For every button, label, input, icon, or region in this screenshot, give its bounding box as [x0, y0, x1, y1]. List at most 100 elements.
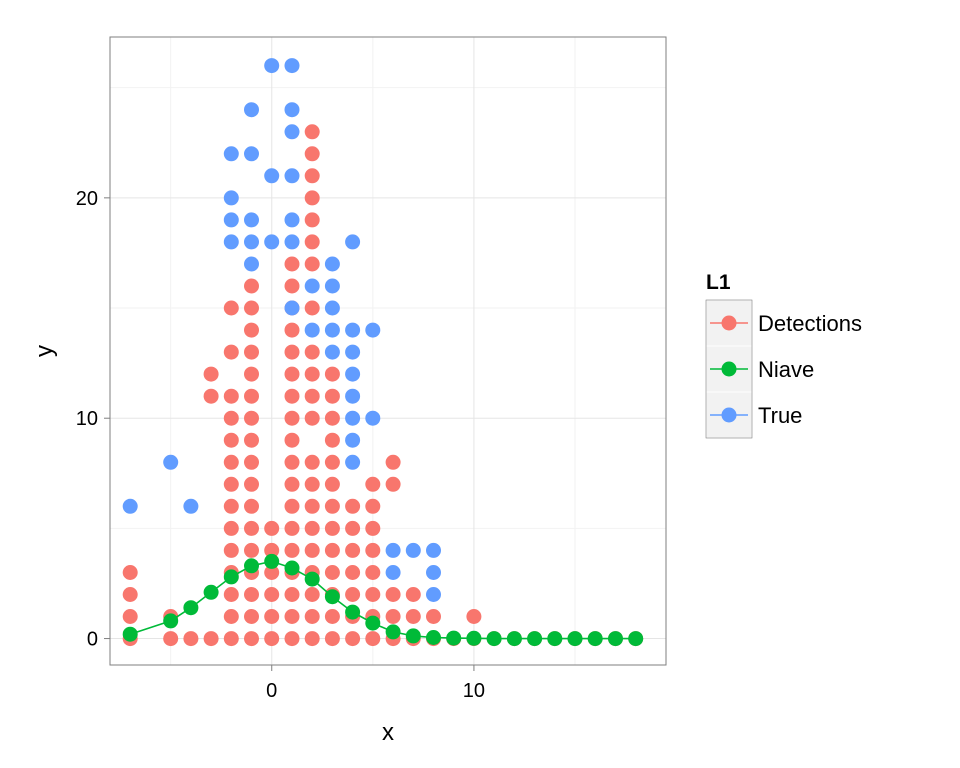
- point-detections: [284, 256, 300, 272]
- point-true: [264, 234, 280, 250]
- point-detections: [223, 432, 239, 448]
- point-detections: [163, 631, 179, 647]
- legend-item-detections: Detections: [705, 299, 862, 347]
- x-tick-label: 0: [266, 680, 277, 702]
- legend-item-true: True: [705, 391, 802, 439]
- point-detections: [466, 609, 482, 624]
- data-marks: [122, 58, 644, 647]
- series-true: [122, 58, 441, 602]
- point-niave: [486, 631, 502, 647]
- point-detections: [244, 278, 259, 294]
- point-detections: [365, 520, 381, 536]
- point-detections: [223, 476, 239, 492]
- point-true: [264, 58, 280, 74]
- point-detections: [304, 609, 320, 624]
- legend-title: L1: [706, 271, 731, 294]
- point-detections: [284, 609, 300, 624]
- point-detections: [284, 520, 300, 536]
- point-detections: [304, 388, 320, 404]
- legend-item-niave: Niave: [705, 345, 814, 393]
- point-true: [405, 542, 421, 558]
- point-true: [304, 322, 320, 338]
- point-true: [345, 322, 361, 338]
- point-true: [223, 234, 239, 250]
- point-true: [244, 256, 259, 272]
- point-true: [284, 234, 300, 250]
- point-detections: [223, 609, 239, 624]
- point-detections: [244, 388, 259, 404]
- point-detections: [345, 542, 361, 558]
- point-true: [122, 498, 138, 514]
- point-detections: [304, 631, 320, 647]
- point-detections: [264, 609, 280, 624]
- point-detections: [405, 587, 421, 602]
- point-detections: [264, 520, 280, 536]
- point-detections: [284, 410, 300, 426]
- point-detections: [304, 256, 320, 272]
- point-true: [324, 278, 340, 294]
- point-true: [324, 300, 340, 316]
- point-detections: [304, 410, 320, 426]
- point-niave: [163, 613, 179, 629]
- point-detections: [244, 432, 259, 448]
- point-detections: [223, 388, 239, 404]
- point-niave: [264, 553, 280, 569]
- point-true: [426, 565, 441, 580]
- point-detections: [223, 498, 239, 514]
- point-detections: [284, 344, 300, 360]
- point-niave: [345, 604, 361, 620]
- point-detections: [405, 609, 421, 624]
- point-true: [324, 322, 340, 338]
- point-detections: [324, 432, 340, 448]
- point-niave: [567, 631, 583, 647]
- point-detections: [264, 565, 280, 580]
- point-true: [365, 322, 381, 338]
- point-detections: [324, 542, 340, 558]
- y-axis-label: y: [31, 345, 58, 357]
- point-niave: [365, 615, 381, 631]
- point-true: [223, 212, 239, 228]
- point-niave: [527, 631, 543, 647]
- point-niave: [466, 630, 482, 646]
- point-true: [345, 410, 361, 426]
- point-detections: [345, 631, 361, 647]
- point-detections: [284, 454, 300, 470]
- point-niave: [446, 630, 462, 646]
- point-true: [385, 542, 401, 558]
- point-detections: [244, 631, 259, 647]
- panel-background: [110, 37, 666, 665]
- point-detections: [122, 609, 138, 624]
- point-detections: [244, 454, 259, 470]
- legend-label-niave: Niave: [758, 357, 814, 382]
- point-detections: [122, 565, 138, 580]
- point-detections: [284, 366, 300, 382]
- point-detections: [426, 609, 441, 624]
- point-detections: [385, 609, 401, 624]
- point-detections: [244, 366, 259, 382]
- point-detections: [365, 631, 381, 647]
- point-detections: [223, 542, 239, 558]
- point-detections: [324, 366, 340, 382]
- point-niave: [405, 628, 421, 644]
- point-niave: [628, 631, 644, 647]
- point-detections: [223, 587, 239, 602]
- point-detections: [345, 565, 361, 580]
- series-detections: [122, 124, 644, 647]
- point-detections: [223, 631, 239, 647]
- point-detections: [304, 366, 320, 382]
- point-detections: [324, 454, 340, 470]
- legend-key-point: [721, 315, 737, 331]
- point-true: [426, 542, 441, 558]
- point-true: [163, 454, 179, 470]
- point-true: [345, 432, 361, 448]
- point-true: [223, 190, 239, 206]
- y-tick-label: 0: [87, 629, 98, 651]
- panel-border: [109, 36, 667, 666]
- point-detections: [203, 388, 219, 404]
- point-true: [284, 168, 300, 184]
- point-niave: [426, 630, 441, 645]
- point-niave: [506, 631, 522, 647]
- y-axis: 0 10 20: [76, 188, 110, 651]
- point-true: [284, 58, 300, 74]
